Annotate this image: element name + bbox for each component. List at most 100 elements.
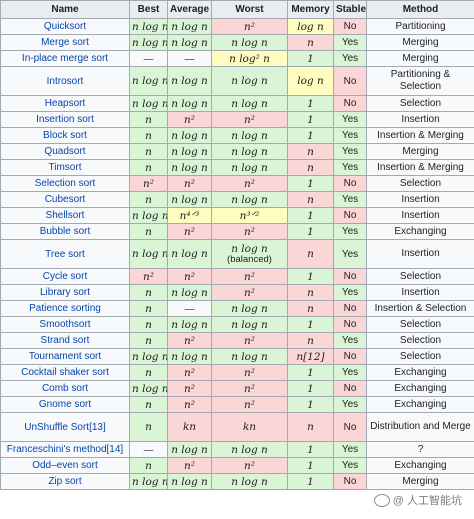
stable-text: Yes (341, 226, 359, 237)
algorithm-name-link[interactable]: Cycle sort (0, 268, 130, 285)
stable-text: Yes (341, 194, 359, 205)
algorithm-name-link[interactable]: Timsort (0, 159, 130, 176)
worst-case-text: n² (244, 459, 255, 472)
algorithm-name-link[interactable]: Tournament sort (0, 348, 130, 365)
worst-case: n² (211, 175, 288, 192)
stable-text: No (343, 210, 357, 221)
algorithm-name[interactable]: Franceschini's method[14] (6, 444, 124, 455)
worst-case-text: n² (244, 334, 255, 347)
algorithm-name[interactable]: Shellsort (45, 210, 85, 221)
algorithm-name[interactable]: Timsort (48, 162, 82, 173)
stable: Yes (333, 143, 367, 160)
algorithm-name-link[interactable]: Smoothsort (0, 316, 130, 333)
algorithm-name-link[interactable]: Cocktail shaker sort (0, 364, 130, 381)
algorithm-name-link[interactable]: Cubesort (0, 191, 130, 208)
algorithm-name-link[interactable]: Franceschini's method[14] (0, 441, 130, 458)
worst-case-text: n² (244, 113, 255, 126)
algorithm-name[interactable]: Cocktail shaker sort (21, 367, 109, 378)
algorithm-name[interactable]: Gnome sort (38, 399, 92, 410)
algorithm-name-link[interactable]: Gnome sort (0, 396, 130, 413)
algorithm-name[interactable]: Selection sort (34, 178, 96, 189)
method-text: Merging (402, 145, 439, 157)
memory-text: 1 (307, 382, 314, 395)
algorithm-name-link[interactable]: Shellsort (0, 207, 130, 224)
algorithm-name[interactable]: Merge sort (41, 37, 89, 48)
worst-case: n log n (211, 127, 288, 144)
table-row: Strand sort n n² n² n Yes Selection (0, 332, 474, 349)
algorithm-name-link[interactable]: Selection sort (0, 175, 130, 192)
memory-text: n (307, 334, 314, 347)
stable: Yes (333, 223, 367, 240)
algorithm-name[interactable]: Library sort (39, 287, 90, 298)
worst-case-text: n log n (231, 161, 268, 174)
average-case: n log n (167, 159, 212, 176)
method: Merging (366, 473, 474, 490)
average-case: n log n (167, 127, 212, 144)
algorithm-name[interactable]: Introsort (46, 75, 84, 87)
worst-case-text: n log n (231, 475, 268, 488)
algorithm-name-link[interactable]: Block sort (0, 127, 130, 144)
algorithm-name-link[interactable]: Odd–even sort (0, 457, 130, 474)
algorithm-name[interactable]: Patience sorting (29, 303, 101, 314)
algorithm-name[interactable]: Comb sort (41, 383, 89, 394)
best-case: n (129, 457, 168, 474)
algorithm-name-link[interactable]: Tree sort (0, 239, 130, 269)
algorithm-name[interactable]: Tree sort (45, 248, 85, 260)
algorithm-name-link[interactable]: In-place merge sort (0, 50, 130, 67)
algorithm-name[interactable]: Quadsort (44, 146, 86, 157)
algorithm-name[interactable]: Cycle sort (42, 271, 88, 282)
algorithm-name-link[interactable]: Insertion sort (0, 111, 130, 128)
algorithm-name-link[interactable]: Zip sort (0, 473, 130, 490)
algorithm-name[interactable]: Zip sort (48, 476, 82, 487)
method: Distribution and Merge (366, 412, 474, 442)
col-header-stable[interactable]: Stable (333, 0, 367, 19)
worst-case-text: n² (244, 177, 255, 190)
algorithm-name-link[interactable]: Introsort (0, 66, 130, 96)
col-header-average[interactable]: Average (167, 0, 212, 19)
col-header-method[interactable]: Method (366, 0, 474, 19)
stable: No (333, 18, 367, 35)
stable: No (333, 95, 367, 112)
memory-text: 1 (307, 209, 314, 222)
memory-text: 1 (307, 225, 314, 238)
method-text: Insertion & Merging (377, 161, 464, 173)
algorithm-name[interactable]: Odd–even sort (32, 460, 98, 471)
algorithm-name-link[interactable]: Strand sort (0, 332, 130, 349)
col-header-memory[interactable]: Memory (287, 0, 334, 19)
col-header-best[interactable]: Best (129, 0, 168, 19)
best-case-text: n (145, 318, 152, 331)
algorithm-name[interactable]: UnShuffle Sort[13] (24, 421, 106, 433)
worst-case-text: n² (244, 20, 255, 33)
algorithm-name-link[interactable]: Quicksort (0, 18, 130, 35)
col-header-name[interactable]: Name (0, 0, 130, 19)
algorithm-name[interactable]: Bubble sort (39, 226, 91, 237)
col-header-worst[interactable]: Worst (211, 0, 288, 19)
algorithm-name-link[interactable]: Comb sort (0, 380, 130, 397)
table-row: Quadsort n n log n n log n n Yes Merging (0, 143, 474, 160)
algorithm-name[interactable]: Cubesort (44, 194, 86, 205)
algorithm-name[interactable]: Heapsort (44, 98, 86, 109)
best-case-text: — (143, 443, 154, 456)
memory: 1 (287, 441, 334, 458)
average-case: n² (167, 223, 212, 240)
method: Merging (366, 50, 474, 67)
algorithm-name-link[interactable]: Heapsort (0, 95, 130, 112)
algorithm-name-link[interactable]: Merge sort (0, 34, 130, 51)
algorithm-name-link[interactable]: Bubble sort (0, 223, 130, 240)
method-text: Exchanging (394, 382, 447, 394)
best-case: n log n (129, 380, 168, 397)
algorithm-name[interactable]: Quicksort (43, 21, 87, 32)
algorithm-name[interactable]: Strand sort (40, 335, 90, 346)
algorithm-name[interactable]: In-place merge sort (21, 53, 109, 64)
algorithm-name-link[interactable]: Patience sorting (0, 300, 130, 317)
algorithm-name[interactable]: Tournament sort (28, 351, 102, 362)
algorithm-name-link[interactable]: Library sort (0, 284, 130, 301)
algorithm-name-link[interactable]: Quadsort (0, 143, 130, 160)
algorithm-name[interactable]: Insertion sort (36, 114, 94, 125)
algorithm-name[interactable]: Smoothsort (39, 319, 91, 330)
algorithm-name[interactable]: Block sort (43, 130, 87, 141)
algorithm-name-link[interactable]: UnShuffle Sort[13] (0, 412, 130, 442)
watermark: @ 人工智能坑 (373, 492, 462, 508)
